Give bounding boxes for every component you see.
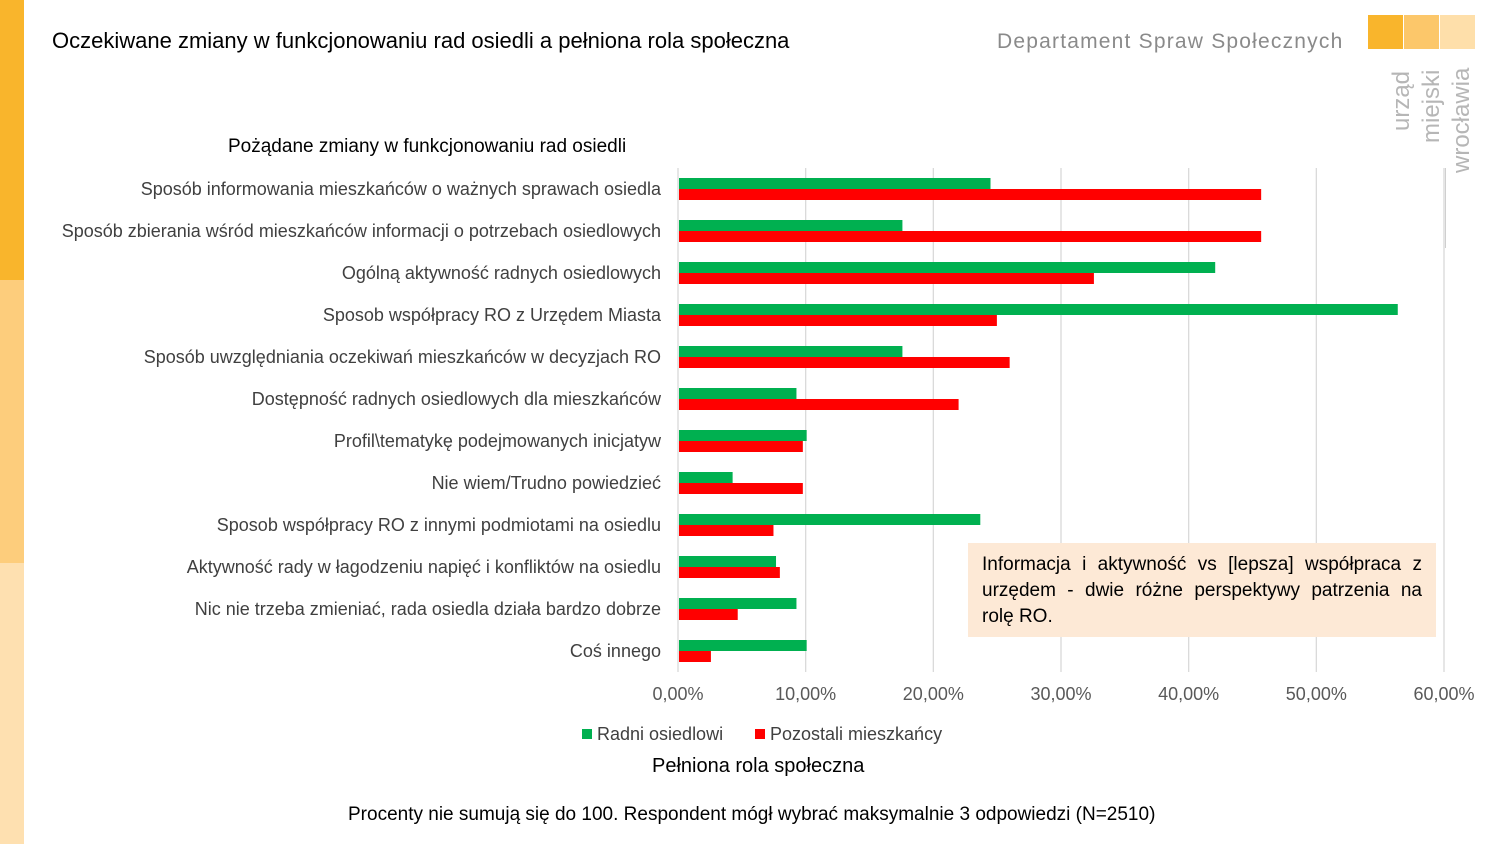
department-name: Departament Spraw Społecznych <box>997 30 1344 53</box>
side-accent-bar-middle <box>0 280 24 563</box>
side-accent-bar-bottom <box>0 563 24 844</box>
bar-pozostali-mieszkancy <box>679 315 997 326</box>
bar-pozostali-mieszkancy <box>679 441 803 452</box>
bar-pozostali-mieszkancy <box>679 399 959 410</box>
x-tick-label: 0,00% <box>652 684 703 704</box>
bar-radni-osiedlowi <box>679 430 807 441</box>
bar-pozostali-mieszkancy <box>679 273 1094 284</box>
bar-radni-osiedlowi <box>679 220 903 231</box>
legend-label-pozostali: Pozostali mieszkańcy <box>770 724 943 744</box>
bar-radni-osiedlowi <box>679 388 797 399</box>
bar-radni-osiedlowi <box>679 598 797 609</box>
bar-radni-osiedlowi <box>679 514 981 525</box>
logo-square-3 <box>1440 15 1475 49</box>
bar-pozostali-mieszkancy <box>679 189 1262 200</box>
slide-title: Oczekiwane zmiany w funkcjonowaniu rad o… <box>52 28 790 53</box>
legend-label-radni: Radni osiedlowi <box>597 724 724 744</box>
bar-radni-osiedlowi <box>679 346 903 357</box>
bar-radni-osiedlowi <box>679 304 1398 315</box>
category-label: Dostępność radnych osiedlowych dla miesz… <box>252 389 662 409</box>
category-label: Sposób uwzględniania oczekiwań mieszkańc… <box>144 347 661 367</box>
logo-divider <box>1445 168 1446 248</box>
bar-pozostali-mieszkancy <box>679 651 711 662</box>
bar-pozostali-mieszkancy <box>679 567 780 578</box>
bar-radni-osiedlowi <box>679 178 991 189</box>
legend-item-radni: Radni osiedlowi <box>582 724 723 745</box>
category-label: Sposób zbierania wśród mieszkańców infor… <box>62 221 661 241</box>
category-label: Nic nie trzeba zmieniać, rada osiedla dz… <box>195 599 661 619</box>
bar-pozostali-mieszkancy <box>679 609 738 620</box>
x-tick-label: 40,00% <box>1158 684 1219 704</box>
category-label: Sposob współpracy RO z Urzędem Miasta <box>323 305 662 325</box>
category-label: Nie wiem/Trudno powiedzieć <box>432 473 661 493</box>
legend-swatch-red <box>755 729 765 739</box>
bar-radni-osiedlowi <box>679 556 777 567</box>
side-accent-bar-top <box>0 0 24 280</box>
logo-square-1 <box>1368 15 1403 49</box>
bar-pozostali-mieszkancy <box>679 357 1010 368</box>
x-tick-label: 10,00% <box>775 684 836 704</box>
bar-radni-osiedlowi <box>679 472 733 483</box>
bar-pozostali-mieszkancy <box>679 483 803 494</box>
category-label: Ogólną aktywność radnych osiedlowych <box>342 263 661 283</box>
x-tick-label: 20,00% <box>903 684 964 704</box>
x-axis-title: Pełniona rola społeczna <box>652 755 865 777</box>
bar-radni-osiedlowi <box>679 262 1216 273</box>
category-label: Sposob współpracy RO z innymi podmiotami… <box>217 515 661 535</box>
bar-pozostali-mieszkancy <box>679 231 1262 242</box>
category-label: Aktywność rady w łagodzeniu napięć i kon… <box>187 557 661 577</box>
legend-swatch-green <box>582 729 592 739</box>
legend-item-pozostali: Pozostali mieszkańcy <box>755 724 942 745</box>
annotation-box: Informacja i aktywność vs [lepsza] współ… <box>968 543 1436 637</box>
category-label: Sposób informowania mieszkańców o ważnyc… <box>141 179 662 199</box>
x-tick-label: 60,00% <box>1413 684 1474 704</box>
chart-title: Pożądane zmiany w funkcjonowaniu rad osi… <box>228 136 627 157</box>
bar-radni-osiedlowi <box>679 640 807 651</box>
category-label: Profil\tematykę podejmowanych inicjatyw <box>334 431 662 451</box>
footnote: Procenty nie sumują się do 100. Responde… <box>348 804 1156 825</box>
category-label: Coś innego <box>570 641 661 661</box>
x-tick-label: 30,00% <box>1030 684 1091 704</box>
bar-pozostali-mieszkancy <box>679 525 774 536</box>
x-tick-label: 50,00% <box>1286 684 1347 704</box>
logo-square-2 <box>1404 15 1439 49</box>
